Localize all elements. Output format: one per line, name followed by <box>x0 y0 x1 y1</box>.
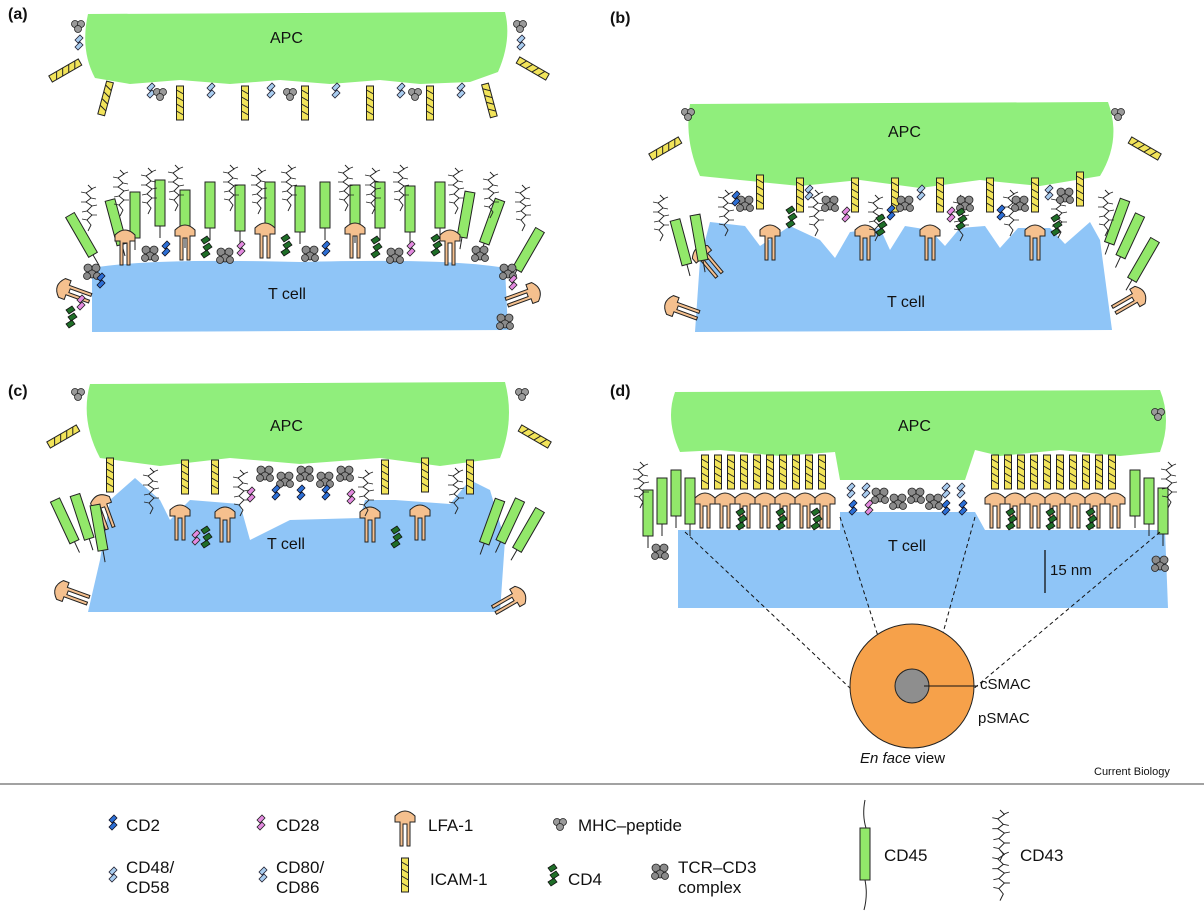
legend-glyph-tcr <box>651 863 669 880</box>
legend-glyph-icam <box>401 857 409 893</box>
legend-label-mhc: MHC–peptide <box>578 816 682 835</box>
legend-label-cd4: CD4 <box>568 870 603 889</box>
enface-caption: En face view <box>860 750 945 767</box>
apc-cell-c <box>86 382 510 466</box>
legend-glyph-cd80 <box>258 866 268 883</box>
apc-label-a: APC <box>270 30 303 47</box>
csmac-label: cSMAC <box>980 676 1031 693</box>
tcell-b <box>695 222 1112 332</box>
legend-label-cd48-l1: CD48/ <box>126 858 175 877</box>
tcell-a <box>92 260 508 332</box>
tcell-label-b: T cell <box>887 294 925 311</box>
apc-label-d: APC <box>898 418 931 435</box>
panel-a <box>48 12 550 332</box>
apc-cell-d <box>671 390 1166 480</box>
legend-label-cd28: CD28 <box>276 816 320 835</box>
tcell-label-a: T cell <box>268 286 306 303</box>
panel-d <box>632 390 1178 749</box>
apc-cell-b <box>688 102 1114 188</box>
legend-glyph-cd2 <box>108 814 118 831</box>
legend-label-cd80-l1: CD80/ <box>276 858 325 877</box>
legend-glyph-cd45 <box>859 799 871 911</box>
projection-line <box>684 531 853 691</box>
psmac-label: pSMAC <box>978 710 1030 727</box>
panel-label-c: (c) <box>8 383 28 400</box>
panel-label-d: (d) <box>610 383 631 400</box>
legend-label-cd80: CD80/CD86 <box>276 858 324 898</box>
legend-label-tcr-l1: TCR–CD3 <box>678 858 757 877</box>
enface-caption-italic: En face <box>860 750 911 767</box>
panel-c <box>46 382 552 620</box>
panel-label-a: (a) <box>8 6 28 23</box>
tcell-c <box>88 478 505 612</box>
legend-label-cd80-l2: CD86 <box>276 878 320 897</box>
legend-glyph-lfa1 <box>394 810 416 847</box>
legend-label-cd43: CD43 <box>1020 846 1064 865</box>
tcell-label-c: T cell <box>267 536 305 553</box>
journal-credit: Current Biology <box>1094 766 1170 778</box>
legend-glyph-cd4 <box>547 863 560 887</box>
scale-bar-label: 15 nm <box>1050 562 1092 579</box>
legend-glyph-cd28 <box>256 814 266 831</box>
csmac-core <box>894 668 930 704</box>
legend-label-tcr: TCR–CD3 complex <box>678 858 756 898</box>
apc-cell-a <box>85 12 508 84</box>
legend-label-icam: ICAM-1 <box>430 870 488 889</box>
legend-label-cd48-l2: CD58 <box>126 878 170 897</box>
panel-b <box>648 102 1162 332</box>
panel-label-b: (b) <box>610 10 631 27</box>
legend-label-tcr-l2: complex <box>678 878 742 897</box>
enface-caption-rest: view <box>910 750 946 767</box>
legend-label-cd48: CD48/CD58 <box>126 858 174 898</box>
legend-glyph-cd48 <box>108 866 118 883</box>
legend-glyph-mhc <box>553 818 567 831</box>
apc-label-b: APC <box>888 124 921 141</box>
projection-line <box>971 531 1161 691</box>
legend-label-lfa1: LFA-1 <box>428 816 474 835</box>
tcell-label-d: T cell <box>888 538 926 555</box>
legend-label-cd45: CD45 <box>884 846 928 865</box>
legend-label-cd2: CD2 <box>126 816 161 835</box>
apc-label-c: APC <box>270 418 303 435</box>
